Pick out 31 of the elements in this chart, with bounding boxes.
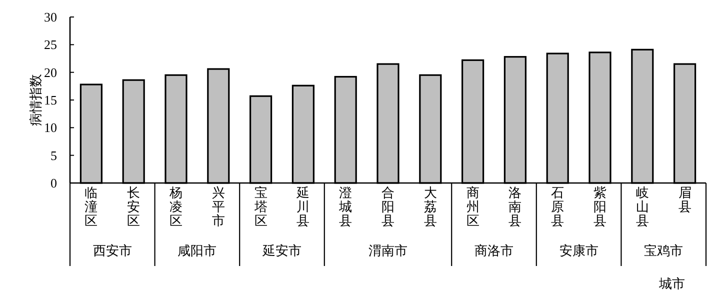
x-axis-title: 城市: [658, 276, 685, 291]
y-tick-label: 5: [50, 148, 57, 163]
x-tick-label: 洛南县: [508, 185, 522, 228]
text: 宝鸡市: [644, 243, 684, 258]
text: 延安市: [262, 243, 302, 258]
y-tick-label: 15: [44, 92, 57, 108]
text: 咸阳市: [178, 243, 217, 258]
y-tick-label: 20: [44, 64, 57, 80]
x-tick-label: 兴平市: [212, 185, 225, 228]
y-tick-label: 30: [44, 10, 57, 24]
y-axis-title: 病情指数: [28, 74, 43, 126]
x-tick-label: 临潼区: [84, 185, 98, 228]
x-tick-label: 合阳县: [382, 185, 394, 228]
text: 渭南市: [368, 243, 408, 258]
x-tick-label: 澄城县: [338, 185, 352, 228]
x-tick-label: 延川县: [296, 185, 310, 228]
x-tick-label: 石原县: [551, 185, 564, 228]
x-tick-label: 岐山县: [636, 185, 649, 228]
text: 商洛市: [474, 243, 514, 258]
x-tick-label: 长安区: [127, 185, 140, 228]
text: 西安市: [92, 243, 132, 258]
x-tick-label: 商州区: [466, 185, 480, 228]
x-tick-label: 宝塔区: [253, 185, 268, 228]
x-tick-label: 眉县: [678, 185, 692, 214]
y-tick-label: 10: [44, 120, 57, 136]
x-tick-label: 杨凌区: [168, 185, 182, 228]
y-tick-label: 25: [44, 37, 57, 52]
x-tick-label: 大荔县: [424, 185, 437, 228]
y-tick-label: 0: [50, 176, 57, 190]
x-tick-label: 紫阳县: [594, 185, 606, 228]
text: 安康市: [559, 243, 598, 258]
